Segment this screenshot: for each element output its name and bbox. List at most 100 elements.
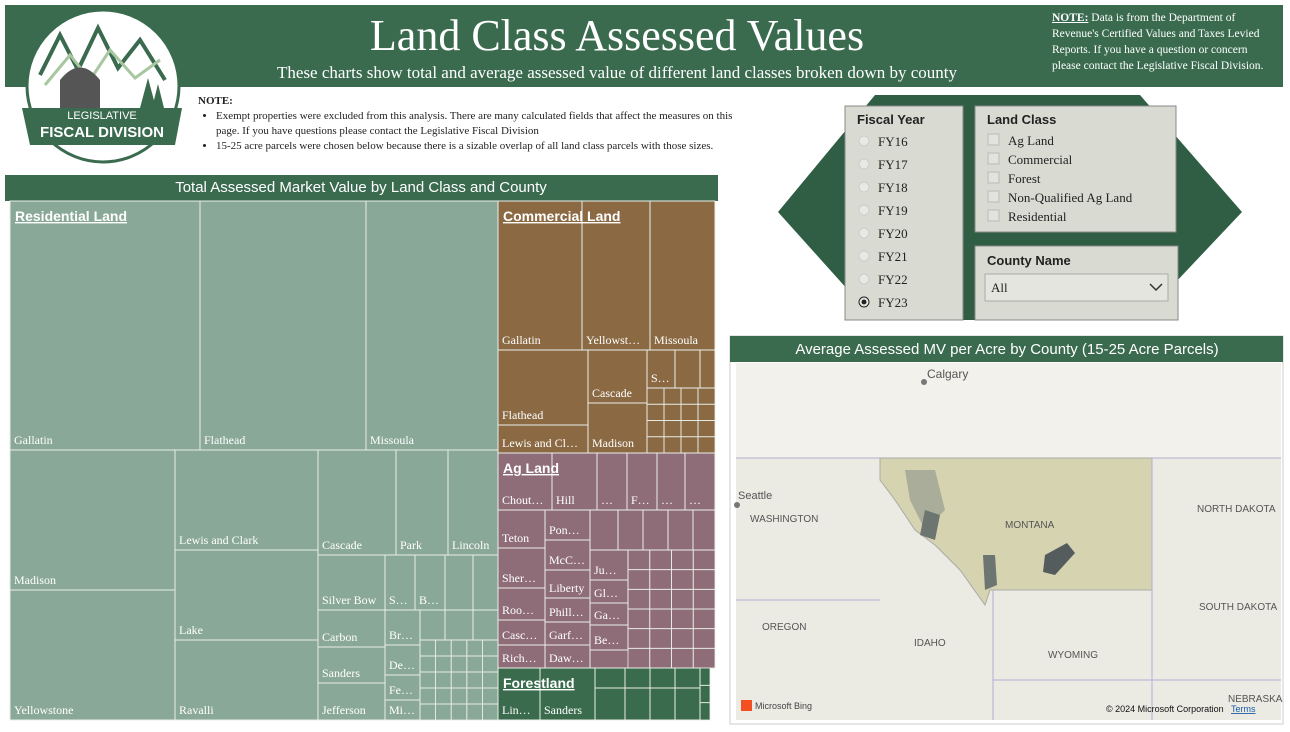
treemap-group-label: Forestland — [503, 675, 575, 691]
treemap-cell-label: Phill… — [549, 605, 584, 619]
fiscal-year-option: FY22 — [878, 272, 908, 287]
treemap-cell-label: Carbon — [322, 630, 357, 644]
map-label: Calgary — [927, 367, 968, 381]
header-band — [5, 5, 1283, 87]
fiscal-year-option: FY18 — [878, 180, 908, 195]
radio-button[interactable] — [858, 204, 870, 216]
radio-button[interactable] — [858, 181, 870, 193]
treemap-cell-label: Br… — [389, 628, 413, 642]
treemap-cell-label: Rich… — [502, 651, 537, 665]
note-label: NOTE: — [1052, 12, 1089, 24]
treemap-cell-label: Park — [400, 538, 422, 552]
subtitle: These charts show total and average asse… — [277, 63, 957, 82]
treemap-cell-label: Fe… — [389, 683, 413, 697]
note-item: Exempt properties were excluded from thi… — [216, 109, 743, 139]
treemap-cell-label: Garf… — [549, 628, 583, 642]
treemap-cell-label: Liberty — [549, 581, 584, 595]
treemap-cell-label: Be… — [594, 633, 619, 647]
treemap-group-label: Commercial Land — [503, 208, 620, 224]
treemap-cell-label: … — [601, 493, 613, 507]
treemap-cell-label: Mi… — [389, 703, 415, 717]
fiscal-year-option: FY17 — [878, 157, 908, 172]
slicer-title: County Name — [987, 253, 1071, 268]
treemap-cell-label: … — [689, 493, 701, 507]
checkbox[interactable] — [987, 209, 1000, 222]
land-class-option: Commercial — [1008, 152, 1073, 167]
map-label: SOUTH DAKOTA — [1199, 602, 1277, 613]
radio-button[interactable] — [858, 250, 870, 262]
treemap-group-label: Residential Land — [15, 208, 127, 224]
map-label: MONTANA — [1005, 520, 1055, 531]
map-label: NORTH DAKOTA — [1197, 504, 1276, 515]
checkbox[interactable] — [987, 133, 1000, 146]
slicer-title: Fiscal Year — [857, 112, 925, 127]
map-label: WASHINGTON — [750, 514, 818, 525]
treemap-cell-label: Ravalli — [179, 703, 214, 717]
logo-line1: LEGISLATIVE — [67, 110, 137, 122]
fiscal-year-option: FY16 — [878, 134, 908, 149]
radio-button[interactable] — [858, 135, 870, 147]
treemap-cell-label: Yellowst… — [586, 333, 640, 347]
map — [734, 363, 1281, 720]
treemap-cell-label: Sanders — [544, 703, 582, 717]
treemap-cell-label: Ga… — [594, 608, 620, 622]
radio-button[interactable] — [858, 273, 870, 285]
map-copyright: © 2024 Microsoft Corporation — [1106, 704, 1224, 714]
county-dropdown[interactable] — [984, 273, 1169, 302]
treemap-group-label: Ag Land — [503, 460, 559, 476]
treemap-cell-label: Madison — [592, 436, 634, 450]
treemap-cell-label: S… — [651, 371, 670, 385]
treemap-cell-label: Missoula — [370, 433, 415, 447]
treemap-cell-label: McC… — [549, 553, 585, 567]
treemap-cell-label: Yellowstone — [14, 703, 73, 717]
fiscal-year-options: FY16 FY17 FY18 FY19 FY20 FY21 FY22 FY23 — [858, 134, 908, 310]
treemap-cell-label: Gallatin — [502, 333, 541, 347]
treemap-cell-label: Gallatin — [14, 433, 53, 447]
map-title-bar — [730, 336, 1283, 362]
fiscal-year-option: FY19 — [878, 203, 908, 218]
checkbox[interactable] — [987, 190, 1000, 203]
treemap-title-bar — [5, 175, 718, 201]
treemap-cell-label: Hill — [556, 493, 575, 507]
checkbox[interactable] — [987, 152, 1000, 165]
treemap-cell-label: Roo… — [502, 603, 534, 617]
treemap-cell-label: Madison — [14, 573, 56, 587]
bing-logo — [741, 700, 752, 711]
treemap-cell-label: Sher… — [502, 571, 536, 585]
treemap-cell-label: Missoula — [654, 333, 699, 347]
treemap-cell-label: Silver Bow — [322, 593, 377, 607]
map-label: Seattle — [738, 490, 772, 502]
note-item: 15-25 acre parcels were chosen below bec… — [216, 139, 743, 154]
fiscal-year-option: FY23 — [878, 295, 908, 310]
treemap-cell-label: Cascade — [322, 538, 362, 552]
treemap-cell-label: Teton — [502, 531, 529, 545]
logo: LEGISLATIVE FISCAL DIVISION — [22, 8, 182, 164]
county-value: All — [991, 280, 1008, 295]
dropdown-chevron[interactable] — [1149, 283, 1163, 292]
map-terms[interactable]: Terms — [1231, 704, 1256, 714]
treemap-cell-label: Cascade — [592, 386, 632, 400]
treemap-cell-label: Chout… — [502, 493, 543, 507]
treemap-cell-label: Lewis and Cl… — [502, 436, 578, 450]
logo-line2: FISCAL DIVISION — [40, 124, 164, 141]
radio-dot — [861, 299, 867, 305]
radio-button[interactable] — [858, 227, 870, 239]
treemap-cell-label: De… — [389, 658, 415, 672]
map-label: WYOMING — [1048, 650, 1098, 661]
treemap-cell-label: Casc… — [502, 628, 537, 642]
map-provider: Microsoft Bing — [755, 701, 812, 711]
title: Land Class Assessed Values — [370, 11, 864, 60]
land-class-option: Forest — [1008, 171, 1041, 186]
treemap-group — [10, 201, 498, 720]
land-class-slicer — [974, 105, 1177, 233]
treemap-cell-label: Lake — [179, 623, 203, 637]
header-note: NOTE: Data is from the Department of Rev… — [1052, 10, 1277, 74]
treemap-group — [498, 201, 715, 453]
radio-button[interactable] — [858, 158, 870, 170]
note-text: Data is from the Department of Revenue's… — [1052, 12, 1264, 72]
treemap-cell-label: Gl… — [594, 586, 618, 600]
map-label: OREGON — [762, 622, 806, 633]
checkbox[interactable] — [987, 171, 1000, 184]
